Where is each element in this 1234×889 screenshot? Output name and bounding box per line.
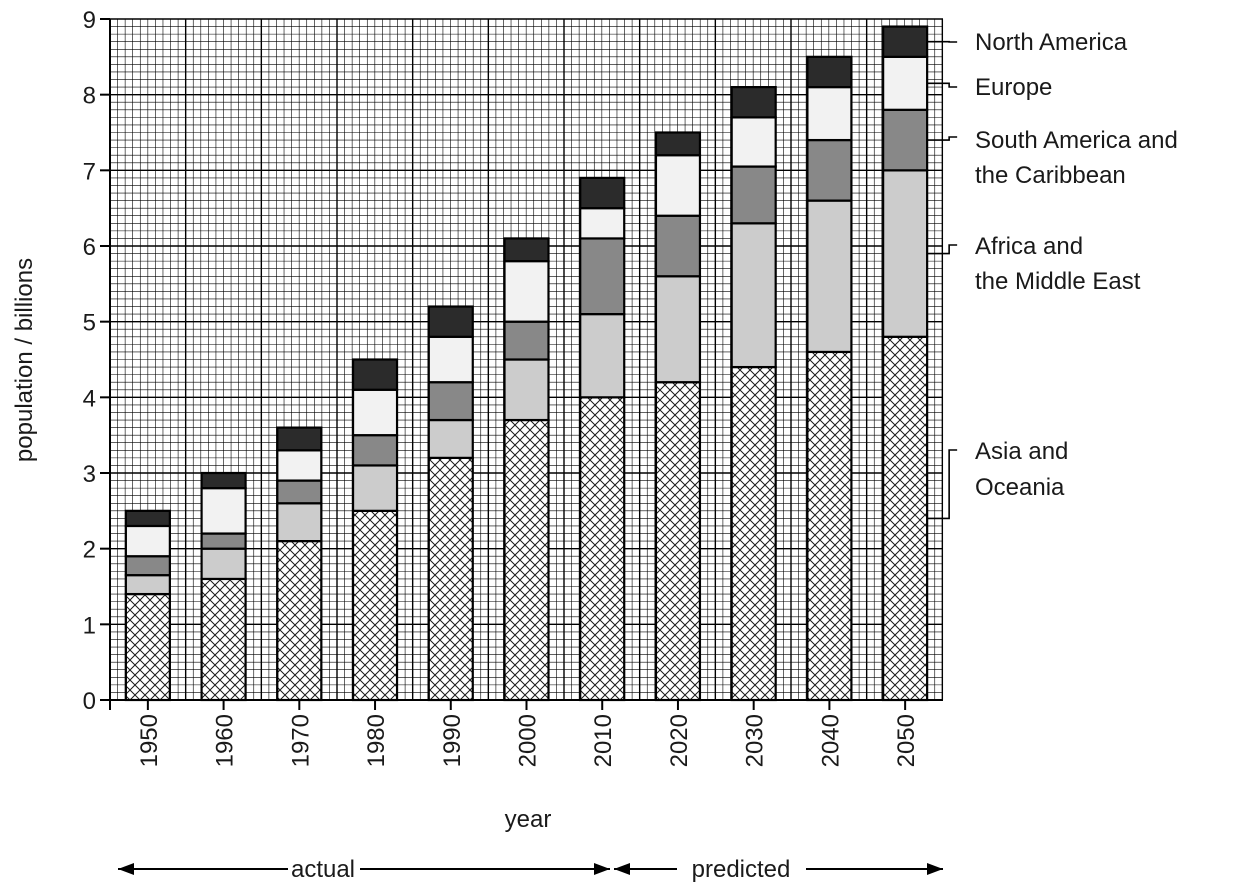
x-tick-label: 1950 bbox=[136, 714, 163, 767]
bar-segment-2050-series-2 bbox=[883, 110, 927, 171]
x-tick-label: 2040 bbox=[817, 714, 844, 767]
legend-label: Europe bbox=[975, 74, 1052, 101]
y-axis-title: population / billions bbox=[11, 258, 38, 462]
period-arrowhead bbox=[594, 863, 610, 875]
bar-segment-1990-series-1 bbox=[429, 420, 473, 458]
bar-segment-1980-series-3 bbox=[353, 390, 397, 435]
y-tick-label: 6 bbox=[83, 234, 96, 261]
bar-segment-2000-series-2 bbox=[505, 322, 549, 360]
bar-segment-1990-series-3 bbox=[429, 337, 473, 382]
bar-segment-2040-series-3 bbox=[807, 87, 851, 140]
x-tick-label: 2030 bbox=[742, 714, 769, 767]
bar-segment-2050-series-1 bbox=[883, 170, 927, 336]
bar-segment-1960-series-4 bbox=[202, 473, 246, 488]
bar-segment-1950-series-2 bbox=[126, 556, 170, 575]
bar-segment-1960-series-0 bbox=[202, 579, 246, 700]
bar-segment-2030-series-2 bbox=[732, 167, 776, 224]
period-timeline: actual predicted bbox=[118, 856, 943, 883]
bar-segment-2030-series-0 bbox=[732, 367, 776, 700]
bar-segment-2020-series-3 bbox=[656, 155, 700, 216]
x-tick-label: 1970 bbox=[287, 714, 314, 767]
legend-label: North America bbox=[975, 29, 1128, 56]
bar-segment-1950-series-4 bbox=[126, 511, 170, 526]
bar-segment-1970-series-4 bbox=[277, 428, 321, 451]
legend: North America Europe South America and the … bbox=[927, 29, 1178, 518]
y-tick-label: 4 bbox=[83, 385, 96, 412]
bar-segment-1950-series-3 bbox=[126, 526, 170, 556]
bar-segment-2020-series-1 bbox=[656, 276, 700, 382]
bar-segment-2040-series-4 bbox=[807, 57, 851, 87]
bar-segment-2010-series-2 bbox=[580, 238, 624, 314]
legend-label: the Middle East bbox=[975, 268, 1141, 295]
bar-segment-1970-series-3 bbox=[277, 450, 321, 480]
bar-segment-2000-series-0 bbox=[505, 420, 549, 700]
period-arrowhead bbox=[927, 863, 943, 875]
bar-segment-2000-series-4 bbox=[505, 238, 549, 261]
bar-segment-2020-series-0 bbox=[656, 382, 700, 700]
bar-segment-1980-series-0 bbox=[353, 511, 397, 700]
legend-label: Asia and bbox=[975, 438, 1068, 465]
legend-label: Africa and bbox=[975, 233, 1083, 260]
y-tick-label: 0 bbox=[83, 688, 96, 715]
legend-label: the Caribbean bbox=[975, 162, 1126, 189]
x-tick-label: 1980 bbox=[363, 714, 390, 767]
bar-segment-1950-series-1 bbox=[126, 575, 170, 594]
y-tick-label: 8 bbox=[83, 83, 96, 110]
bar-segment-2050-series-4 bbox=[883, 27, 927, 57]
bar-segment-2030-series-4 bbox=[732, 87, 776, 117]
bar-segment-1990-series-2 bbox=[429, 382, 473, 420]
bar-segment-1960-series-1 bbox=[202, 549, 246, 579]
period-arrowhead bbox=[118, 863, 134, 875]
bar-segment-2040-series-2 bbox=[807, 140, 851, 201]
bar-segment-2030-series-1 bbox=[732, 223, 776, 367]
bar-segment-1960-series-2 bbox=[202, 534, 246, 549]
x-tick-label: 2010 bbox=[590, 714, 617, 767]
y-tick-label: 2 bbox=[83, 537, 96, 564]
bar-segment-2040-series-0 bbox=[807, 352, 851, 700]
period-label-actual: actual bbox=[291, 856, 355, 883]
bar-segment-2030-series-3 bbox=[732, 117, 776, 166]
x-tick-label: 2050 bbox=[893, 714, 920, 767]
bar-segment-1970-series-1 bbox=[277, 503, 321, 541]
bar-segment-1980-series-1 bbox=[353, 465, 397, 510]
y-tick-label: 7 bbox=[83, 158, 96, 185]
bar-segment-1970-series-2 bbox=[277, 481, 321, 504]
bar-segment-2010-series-3 bbox=[580, 208, 624, 238]
y-tick-label: 3 bbox=[83, 461, 96, 488]
bar-segment-1960-series-3 bbox=[202, 488, 246, 533]
bar-segment-2010-series-0 bbox=[580, 397, 624, 700]
bar-segment-2010-series-1 bbox=[580, 314, 624, 397]
legend-label: South America and bbox=[975, 127, 1178, 154]
x-axis-title: year bbox=[505, 806, 552, 833]
x-tick-label: 1960 bbox=[212, 714, 239, 767]
period-arrowhead bbox=[614, 863, 630, 875]
bar-segment-1980-series-2 bbox=[353, 435, 397, 465]
period-label-predicted: predicted bbox=[692, 856, 791, 883]
bar-segment-1990-series-0 bbox=[429, 458, 473, 700]
bar-segment-1950-series-0 bbox=[126, 594, 170, 700]
x-tick-label: 1990 bbox=[439, 714, 466, 767]
y-tick-label: 1 bbox=[83, 612, 96, 639]
bar-segment-2050-series-0 bbox=[883, 337, 927, 700]
bar-segment-2010-series-4 bbox=[580, 178, 624, 208]
y-tick-label: 5 bbox=[83, 310, 96, 337]
y-tick-label: 9 bbox=[83, 7, 96, 34]
bar-segment-1990-series-4 bbox=[429, 307, 473, 337]
bar-segment-2000-series-3 bbox=[505, 261, 549, 322]
x-tick-label: 2000 bbox=[515, 714, 542, 767]
bar-segment-1970-series-0 bbox=[277, 541, 321, 700]
bar-segment-2040-series-1 bbox=[807, 201, 851, 352]
bar-segment-2020-series-4 bbox=[656, 133, 700, 156]
bar-segment-1980-series-4 bbox=[353, 360, 397, 390]
bar-segment-2000-series-1 bbox=[505, 360, 549, 421]
x-tick-label: 2020 bbox=[666, 714, 693, 767]
bar-segment-2020-series-2 bbox=[656, 216, 700, 277]
legend-label: Oceania bbox=[975, 474, 1065, 501]
bar-segment-2050-series-3 bbox=[883, 57, 927, 110]
